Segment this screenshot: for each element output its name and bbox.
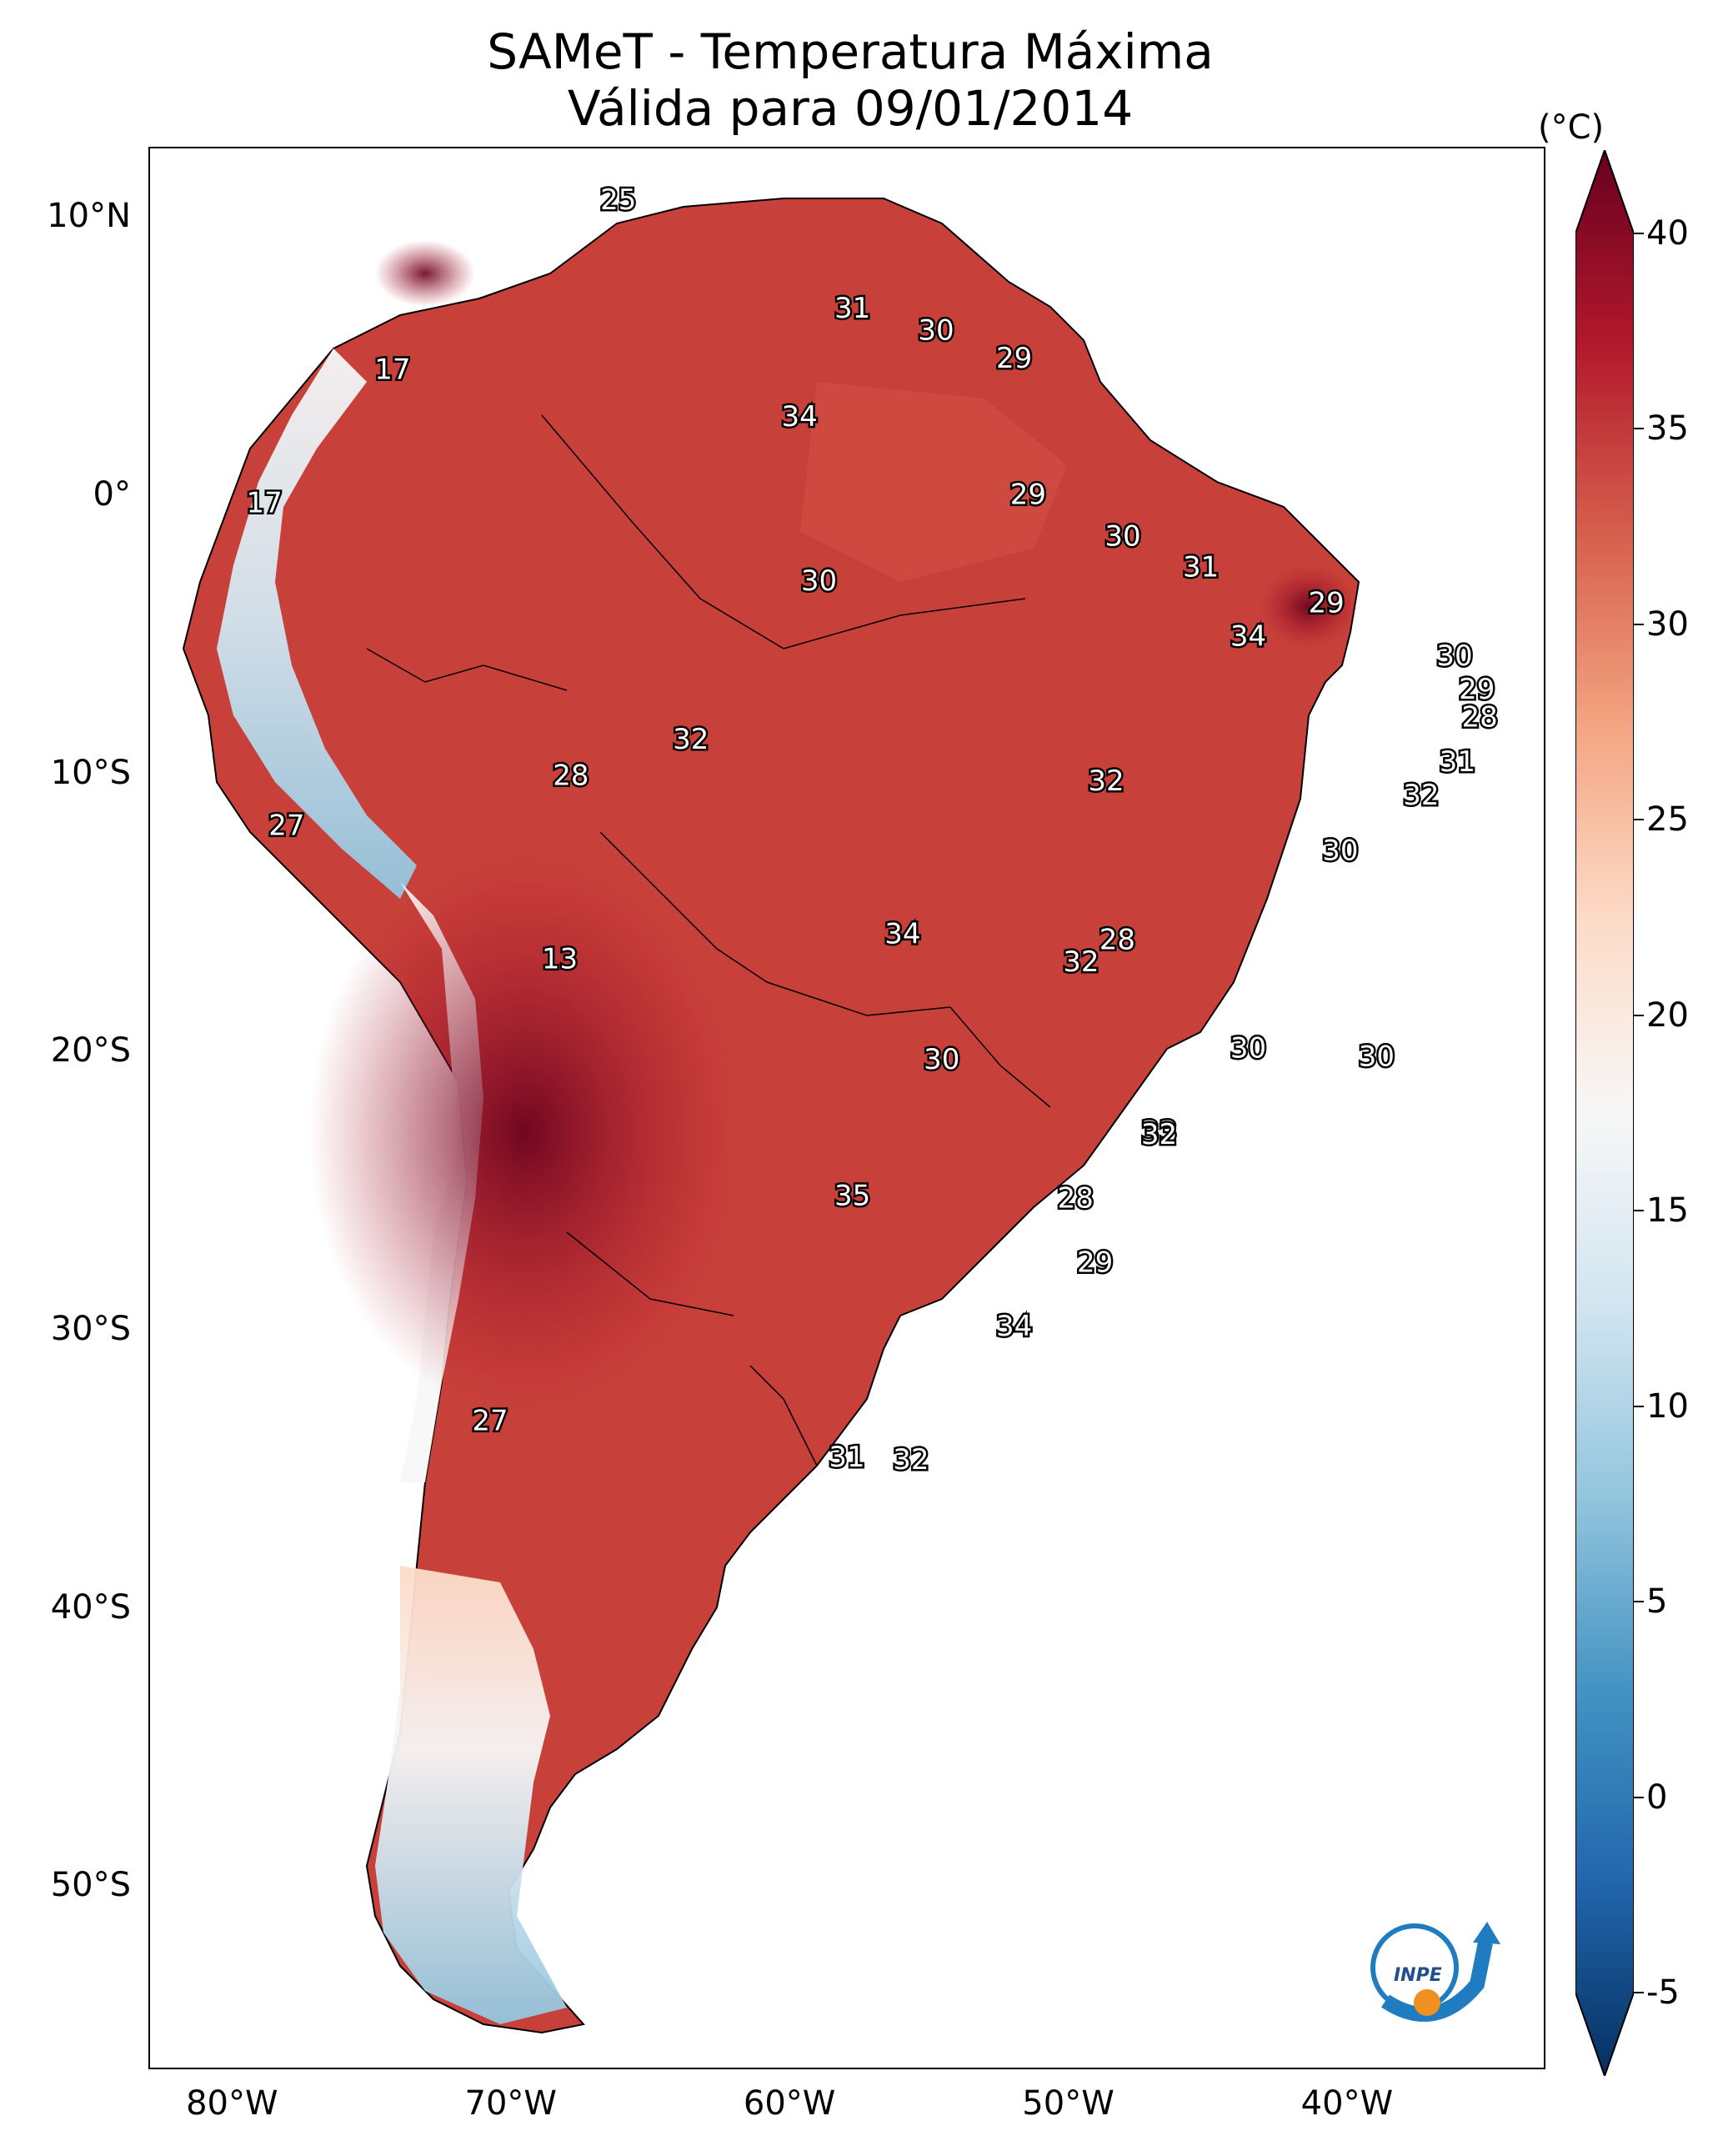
lon-tick-label: 70°W <box>464 2084 557 2123</box>
temperature-value-label: 28 <box>553 759 589 792</box>
colorbar-tick-mark <box>1634 623 1644 625</box>
temperature-value-label: 31 <box>1440 745 1475 779</box>
colorbar-tick-mark <box>1634 1014 1644 1016</box>
logo-text: INPE <box>1394 1965 1442 1986</box>
lon-tick-label: 60°W <box>743 2084 836 2123</box>
lat-tick-label: 40°S <box>50 1587 131 1627</box>
temperature-value-label: 28 <box>1461 700 1497 734</box>
temperature-value-label: 32 <box>673 723 709 756</box>
inpe-logo: INPE <box>1370 1922 1500 2022</box>
colorbar-tick-label: 0 <box>1646 1777 1668 1817</box>
temperature-value-label: 29 <box>1077 1246 1113 1279</box>
temperature-value-label: 34 <box>884 918 920 951</box>
temperature-value-label: 28 <box>1099 923 1135 956</box>
hot-core-chaco <box>308 849 742 1416</box>
temperature-value-label: 27 <box>268 810 304 843</box>
temperature-value-label: 29 <box>1010 479 1046 512</box>
temperature-value-label: 29 <box>1309 587 1345 620</box>
temperature-value-label: 31 <box>1183 550 1219 584</box>
temperature-value-label: 30 <box>1230 1031 1266 1065</box>
colorbar-tick-mark <box>1634 1210 1644 1212</box>
andes-cool-region <box>217 348 417 899</box>
temperature-value-label: 30 <box>924 1043 959 1076</box>
map-panel: 25 17 17 31 30 29 34 29 30 30 31 29 34 30 29 28 31 32 32 28… <box>148 147 1545 2069</box>
temperature-value-label: 32 <box>1063 945 1099 979</box>
temperature-value-label: 30 <box>801 564 837 598</box>
lon-tick-label: 80°W <box>186 2084 278 2123</box>
lat-tick-label: 20°S <box>50 1031 131 1070</box>
temperature-value-label: 32 <box>893 1443 929 1477</box>
temperature-value-label: 27 <box>472 1404 508 1437</box>
temperature-value-label: 30 <box>1322 835 1358 868</box>
lon-tick-label: 40°W <box>1300 2084 1394 2123</box>
temperature-value-label: 34 <box>1230 620 1266 654</box>
colorbar-tick-label: -5 <box>1646 1973 1680 2012</box>
temperature-value-label: 31 <box>829 1441 864 1474</box>
lat-tick-label: 30°S <box>50 1309 131 1348</box>
temperature-value-label: 13 <box>542 943 578 976</box>
temperature-value-label: 17 <box>374 353 410 386</box>
temperature-value-label: 34 <box>782 400 818 434</box>
lat-tick-label: 50°S <box>50 1866 131 1905</box>
temperature-value-label: 31 <box>834 292 870 325</box>
colorbar <box>1575 150 1634 2076</box>
colorbar-tick-label: 35 <box>1646 409 1689 449</box>
temperature-value-label: 30 <box>918 314 954 348</box>
lat-tick-label: 10°N <box>47 197 131 236</box>
colorbar-tick-mark <box>1634 819 1644 821</box>
temperature-value-label: 30 <box>1359 1040 1395 1073</box>
temperature-value-label: 35 <box>834 1179 870 1212</box>
patagonia-cool-region <box>375 1566 567 2024</box>
lat-tick-label: 0° <box>93 475 131 514</box>
colorbar-tick-label: 10 <box>1646 1386 1689 1426</box>
temperature-value-label: 25 <box>600 183 636 217</box>
temperature-value-label: 30 <box>1104 520 1140 554</box>
map-subtitle-date: Válida para 09/01/2014 <box>567 80 1134 137</box>
colorbar-tick-mark <box>1634 1796 1644 1798</box>
colorbar-tick-mark <box>1634 233 1644 234</box>
temperature-value-label: 32 <box>1141 1118 1177 1151</box>
temperature-value-label: 30 <box>1436 639 1472 673</box>
temperature-value-label: 17 <box>246 487 282 520</box>
lon-tick-label: 50°W <box>1022 2084 1114 2123</box>
colorbar-unit: (°C) <box>1538 108 1605 147</box>
lat-tick-label: 10°S <box>50 753 131 792</box>
colorbar-tick-label: 40 <box>1646 214 1689 253</box>
colorbar-tick-mark <box>1634 1992 1644 1993</box>
colorbar-body <box>1575 150 1634 2076</box>
temperature-value-label: 34 <box>996 1310 1032 1343</box>
colorbar-tick-mark <box>1634 1405 1644 1407</box>
colorbar-tick-label: 5 <box>1646 1582 1668 1622</box>
temperature-value-label: 28 <box>1058 1182 1094 1216</box>
country-borders <box>366 414 1051 1467</box>
colorbar-tick-label: 30 <box>1646 604 1689 644</box>
temperature-value-label: 29 <box>996 342 1032 375</box>
temperature-value-label: 32 <box>1088 765 1124 798</box>
colorbar-tick-mark <box>1634 1601 1644 1603</box>
temperature-value-label: 29 <box>1459 673 1495 706</box>
map-title: SAMeT - Temperatura Máxima <box>487 23 1214 80</box>
colorbar-tick-label: 25 <box>1646 800 1689 840</box>
colorbar-tick-label: 15 <box>1646 1191 1689 1231</box>
colorbar-tick-label: 20 <box>1646 995 1689 1035</box>
temperature-value-label: 32 <box>1403 779 1439 812</box>
colorbar-tick-mark <box>1634 428 1644 430</box>
temperature-value-label: 33 <box>1141 1116 1177 1149</box>
